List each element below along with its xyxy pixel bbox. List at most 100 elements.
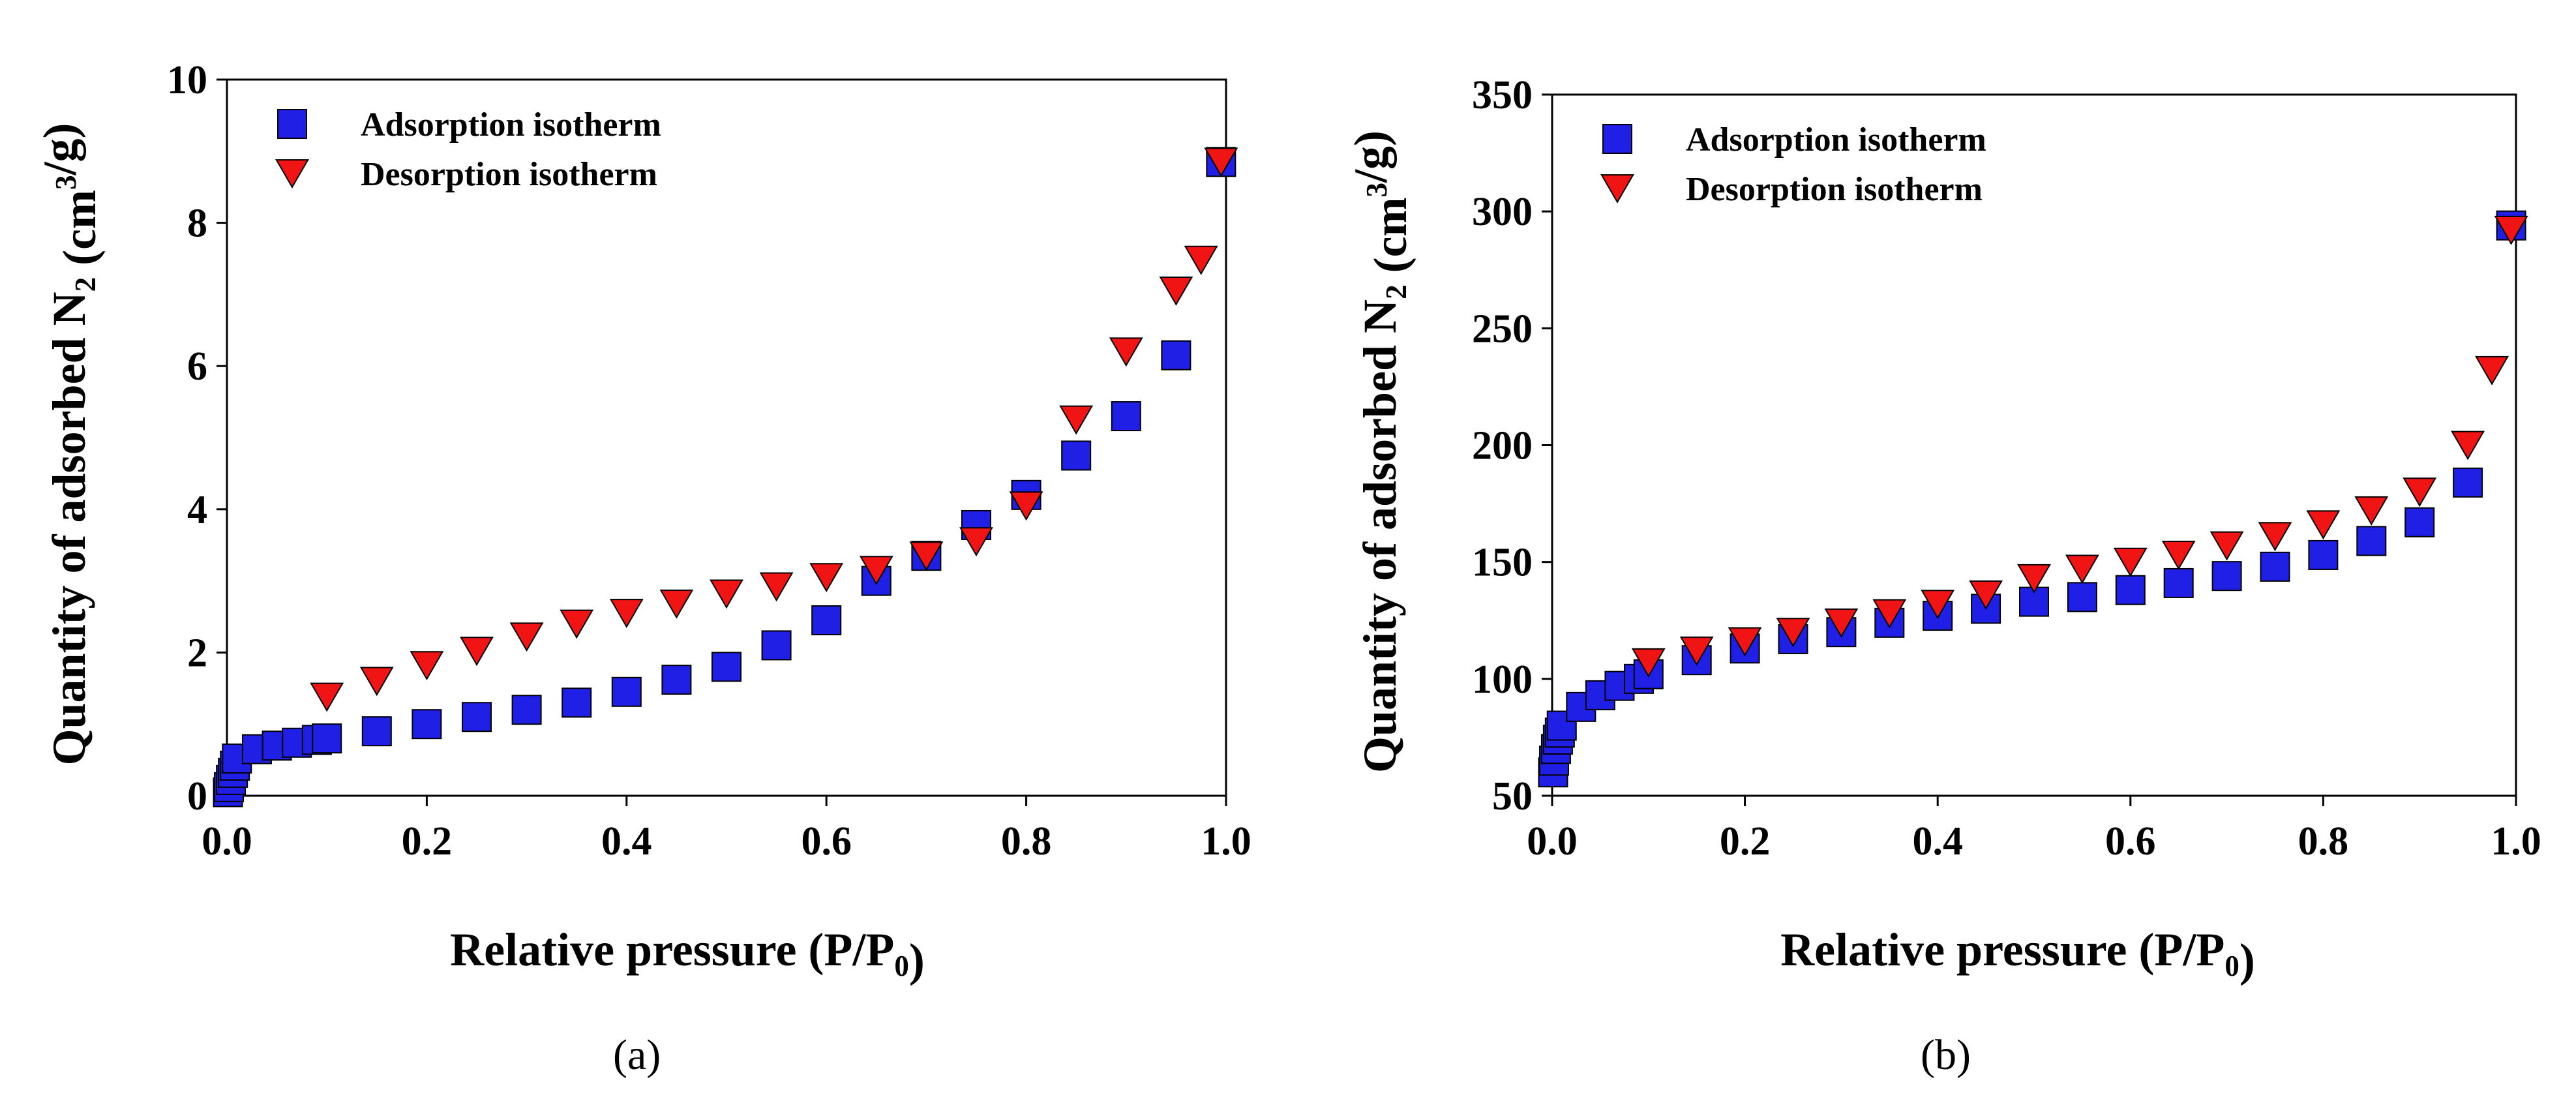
data-point: [1204, 147, 1238, 177]
panel-label-b: (b): [1921, 1031, 1971, 1079]
data-point: [410, 651, 444, 681]
data-point: [1776, 618, 1810, 648]
x-tick-label: 0.0: [202, 819, 252, 864]
y-axis-label: Quantity of adsorbed N2 (cm3/g): [34, 123, 106, 766]
y-tick-label: 150: [1472, 541, 1533, 585]
y-tick-label: 0: [187, 774, 207, 819]
legend-marker: [1600, 174, 1634, 204]
y-tick-label: 6: [187, 344, 207, 389]
data-point: [2017, 564, 2051, 594]
data-point: [2113, 547, 2148, 577]
data-point: [2163, 567, 2194, 598]
x-axis-label: Relative pressure (P/P0): [450, 924, 925, 986]
y-tick-label: 200: [1472, 424, 1533, 468]
data-point: [1184, 245, 1218, 275]
data-point: [2475, 355, 2509, 385]
y-tick-label: 300: [1472, 190, 1533, 234]
data-point: [1921, 590, 1955, 620]
data-point: [361, 716, 392, 747]
data-point: [761, 630, 792, 661]
x-tick-label: 0.2: [1720, 819, 1771, 864]
legend-label: Adsorption isotherm: [1686, 121, 1986, 158]
data-point: [359, 667, 394, 697]
data-point: [811, 605, 842, 635]
legend-marker: [275, 159, 309, 189]
y-tick-label: 100: [1472, 657, 1533, 702]
data-point: [659, 589, 694, 619]
chart-panel-b: 0.0 0.2 0.4 0.6 0.8 1.0 50 100 150 200 250 300 350 Re…: [1345, 73, 2541, 986]
data-point: [2067, 582, 2097, 612]
data-point: [2354, 496, 2389, 526]
data-point: [2211, 561, 2242, 592]
y-tick-label: 4: [187, 488, 207, 532]
data-point: [2403, 477, 2437, 507]
data-point: [511, 695, 542, 725]
y-tick-label: 250: [1472, 307, 1533, 351]
x-tick-label: 0.8: [2298, 819, 2349, 864]
data-point: [2209, 531, 2244, 561]
data-point: [2258, 522, 2292, 552]
data-point: [460, 637, 494, 667]
data-point: [611, 676, 642, 707]
legend-marker: [277, 109, 307, 139]
data-point: [312, 723, 342, 754]
x-tick-label: 0.2: [402, 819, 453, 864]
data-point: [310, 682, 344, 712]
data-point: [1872, 599, 1907, 629]
data-point: [809, 563, 844, 593]
data-point: [2494, 215, 2528, 245]
y-tick-label: 50: [1492, 774, 1533, 819]
x-axis-label: Relative pressure (P/P0): [1780, 924, 2255, 986]
data-point: [1059, 405, 1094, 435]
data-point: [2115, 575, 2146, 605]
x-tick-label: 1.0: [2491, 819, 2541, 864]
data-point: [909, 541, 944, 571]
data-point: [2308, 539, 2339, 570]
data-point: [1111, 401, 1141, 432]
y-tick-label: 350: [1472, 73, 1533, 117]
data-point: [2453, 467, 2483, 498]
legend-label: Adsorption isotherm: [361, 106, 661, 143]
x-tick-label: 0.4: [1912, 819, 1963, 864]
x-tick-label: 0.4: [601, 819, 652, 864]
panel-label-a: (a): [613, 1031, 661, 1079]
data-point: [2451, 430, 2485, 460]
data-point: [1061, 440, 1092, 471]
data-point: [560, 609, 594, 639]
x-tick-label: 0.0: [1527, 819, 1578, 864]
data-point: [609, 599, 644, 628]
data-point: [859, 556, 893, 586]
data-point: [1969, 580, 2003, 610]
y-tick-label: 2: [187, 631, 207, 675]
data-point: [1009, 491, 1043, 521]
x-tick-label: 0.6: [801, 819, 852, 864]
chart-panel-a: 0.0 0.2 0.4 0.6 0.8 1.0 0 2 4 6 8 10 Relative pressu…: [34, 58, 1251, 986]
data-point: [2404, 507, 2435, 537]
legend-marker: [1602, 124, 1632, 154]
data-point: [462, 702, 492, 732]
y-axis-label: Quantity of adsorbed N2 (cm3/g): [1345, 130, 1416, 773]
plot-frame: [226, 78, 1227, 797]
data-point: [509, 622, 544, 652]
data-point: [2161, 541, 2196, 570]
data-point: [1109, 337, 1143, 367]
data-point: [1631, 648, 1666, 678]
data-point: [2356, 526, 2387, 556]
data-point: [711, 652, 741, 682]
legend-label: Desorption isotherm: [361, 156, 657, 193]
x-tick-label: 1.0: [1201, 819, 1251, 864]
legend-label: Desorption isotherm: [1686, 171, 1983, 208]
series-desorption: [1631, 215, 2528, 678]
data-point: [1679, 636, 1714, 666]
data-point: [2065, 554, 2099, 584]
data-point: [710, 579, 743, 609]
y-tick-label: 8: [187, 202, 207, 246]
data-point: [2260, 551, 2290, 582]
data-point: [1159, 277, 1193, 306]
data-point: [661, 665, 692, 695]
data-point: [1824, 608, 1859, 638]
data-point: [959, 527, 993, 557]
series-adsorption: [213, 147, 1236, 807]
